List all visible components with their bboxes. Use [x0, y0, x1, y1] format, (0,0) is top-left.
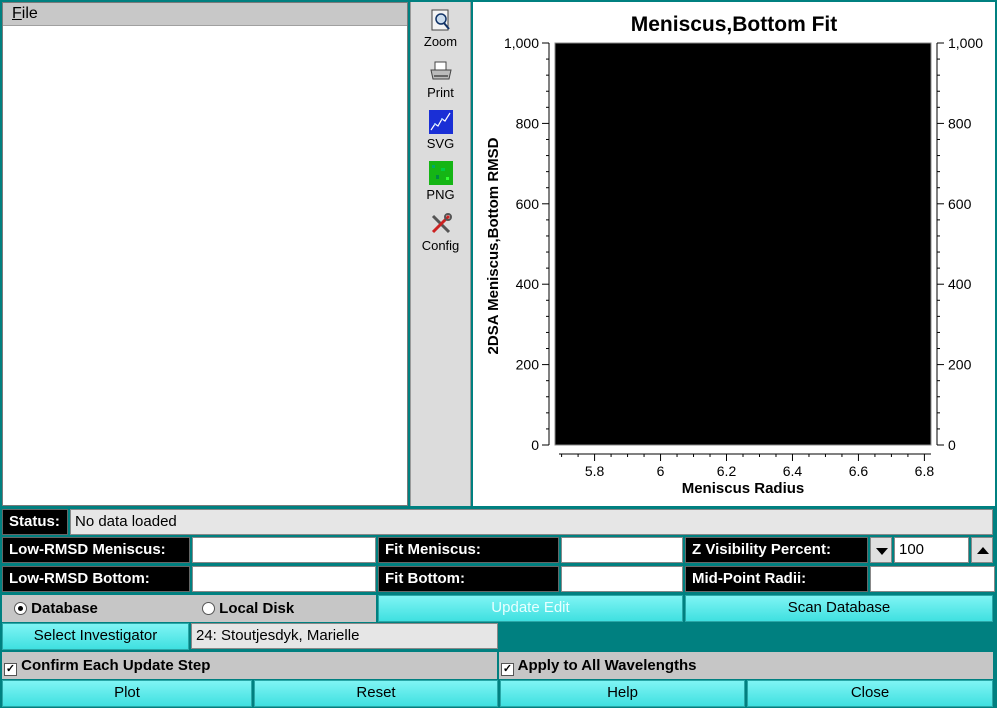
plot-button[interactable]: Plot [2, 680, 252, 707]
chart-axes: 0 0 200 200 400 400 600 600 800 800 1,000 1,000 5.8 6… [504, 35, 983, 479]
png-button[interactable]: PNG [411, 161, 470, 202]
z-visibility-field[interactable]: 100 [894, 537, 969, 563]
menu-file[interactable]: File [12, 5, 38, 22]
radio-selected-icon [14, 602, 27, 615]
fit-meniscus-field[interactable] [561, 537, 683, 563]
zoom-icon [431, 9, 450, 31]
investigator-field: 24: Stoutjesdyk, Marielle [191, 623, 498, 649]
y-axis-label: 2DSA Meniscus,Bottom RMSD [485, 137, 502, 354]
midpoint-radii-label: Mid-Point Radii: [685, 566, 868, 592]
y-tick-label-right: 800 [948, 115, 972, 131]
x-tick-label: 6 [657, 463, 665, 479]
low-rmsd-meniscus-field[interactable] [192, 537, 376, 563]
chart-title: Meniscus,Bottom Fit [631, 13, 838, 36]
fit-bottom-field[interactable] [561, 566, 683, 592]
plot-panel: Meniscus,Bottom Fit 0 0 200 200 400 400 600 600… [473, 2, 995, 506]
status-label: Status: [2, 509, 68, 535]
apply-all-wavelengths-checkbox[interactable]: ✓ Apply to All Wavelengths [499, 652, 993, 679]
update-edit-button[interactable]: Update Edit [378, 595, 683, 622]
x-axis-label: Meniscus Radius [682, 480, 805, 497]
radio-empty-icon [202, 602, 215, 615]
x-tick-label: 6.6 [849, 463, 869, 479]
y-tick-label-right: 1,000 [948, 35, 983, 51]
config-button[interactable]: Config [411, 212, 470, 253]
z-visibility-decrement[interactable] [870, 537, 892, 563]
plot-toolbar: Zoom Print SVG PNG Config [410, 2, 471, 506]
svg-button[interactable]: SVG [411, 110, 470, 151]
low-rmsd-meniscus-label: Low-RMSD Meniscus: [2, 537, 190, 563]
y-tick-label-right: 200 [948, 357, 972, 373]
z-visibility-increment[interactable] [971, 537, 993, 563]
arrow-down-icon [876, 548, 888, 555]
reset-button[interactable]: Reset [254, 680, 498, 707]
y-tick-label: 800 [516, 115, 540, 131]
zoom-button[interactable]: Zoom [411, 8, 470, 49]
svg-icon [428, 110, 453, 134]
config-icon [431, 213, 452, 234]
y-tick-label: 0 [531, 437, 539, 453]
database-radio[interactable]: Database [14, 595, 98, 622]
low-rmsd-bottom-label: Low-RMSD Bottom: [2, 566, 190, 592]
x-tick-label: 6.4 [783, 463, 803, 479]
x-tick-label: 5.8 [585, 463, 605, 479]
midpoint-radii-field[interactable] [870, 566, 995, 592]
y-tick-label-right: 600 [948, 196, 972, 212]
plot-canvas [554, 42, 932, 446]
y-tick-label: 200 [516, 357, 540, 373]
help-button[interactable]: Help [500, 680, 745, 707]
fit-meniscus-label: Fit Meniscus: [378, 537, 559, 563]
x-tick-label: 6.8 [915, 463, 935, 479]
checkmark-icon: ✓ [501, 663, 514, 676]
menu-bar: File [3, 3, 407, 26]
close-button[interactable]: Close [747, 680, 993, 707]
print-icon [429, 61, 452, 80]
data-list-pane[interactable]: File [2, 2, 408, 506]
select-investigator-button[interactable]: Select Investigator [2, 623, 189, 650]
local-disk-radio[interactable]: Local Disk [202, 595, 294, 622]
data-source-group: Database Local Disk [2, 595, 376, 622]
print-button[interactable]: Print [411, 59, 470, 100]
meniscus-bottom-chart: Meniscus,Bottom Fit 0 0 200 200 400 400 600 600… [485, 13, 983, 497]
arrow-up-icon [977, 547, 989, 554]
png-icon [428, 161, 453, 185]
z-visibility-label: Z Visibility Percent: [685, 537, 868, 563]
scan-database-button[interactable]: Scan Database [685, 595, 993, 622]
confirm-each-checkbox[interactable]: ✓ Confirm Each Update Step [2, 652, 497, 679]
y-tick-label-right: 400 [948, 276, 972, 292]
fit-bottom-label: Fit Bottom: [378, 566, 559, 592]
y-tick-label: 400 [516, 276, 540, 292]
checkmark-icon: ✓ [4, 663, 17, 676]
status-field: No data loaded [70, 509, 993, 535]
low-rmsd-bottom-field[interactable] [192, 566, 376, 592]
y-tick-label: 600 [516, 196, 540, 212]
y-tick-label: 1,000 [504, 35, 539, 51]
y-tick-label-right: 0 [948, 437, 956, 453]
x-tick-label: 6.2 [717, 463, 737, 479]
